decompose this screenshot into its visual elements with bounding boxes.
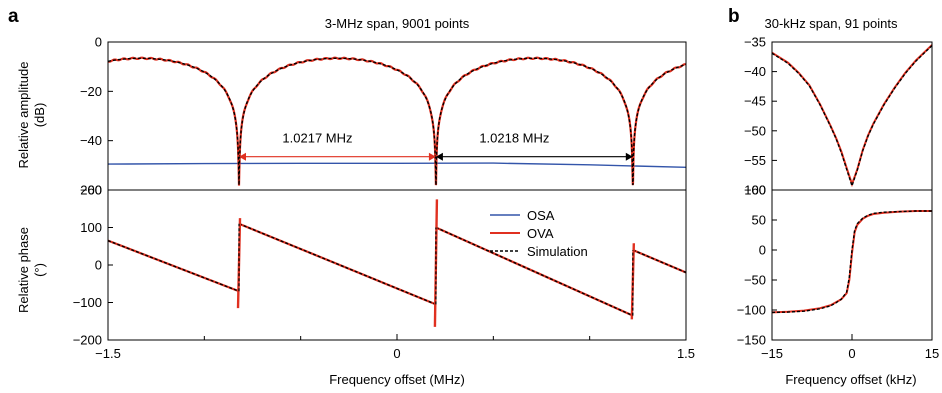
xtick-label-a: −1.5 <box>95 346 121 361</box>
series-ova-b-phase <box>771 210 932 314</box>
annotation-label-1: 1.0218 MHz <box>479 131 549 146</box>
series-ova-amplitude <box>107 56 687 186</box>
xtick-label-a: 0 <box>393 346 400 361</box>
ytick-label-b-phase: 50 <box>752 213 766 228</box>
frame-a-phase <box>107 189 687 341</box>
ylabel-phase-line2: (°) <box>32 263 47 277</box>
annotation-arrowhead-right-1 <box>625 152 633 161</box>
legend-label-ova: OVA <box>527 226 554 241</box>
xlabel-panel-b: Frequency offset (kHz) <box>785 372 916 387</box>
ytick-label-a-amplitude: 0 <box>95 35 102 50</box>
ytick-label-a-amplitude: −20 <box>80 84 102 99</box>
ova-phase-jump <box>630 243 636 320</box>
title-panel-b: 30-kHz span, 91 points <box>765 16 898 31</box>
ytick-label-b-phase: 100 <box>744 183 766 198</box>
frame-b-phase <box>771 189 933 341</box>
ytick-label-b-amplitude: −50 <box>744 123 766 138</box>
ytick-label-a-phase: −100 <box>73 295 102 310</box>
ylabel-phase-line1: Relative phase <box>16 227 31 313</box>
xtick-label-b: 0 <box>848 346 855 361</box>
legend-label-sim: Simulation <box>527 244 588 259</box>
annotation-label-0: 1.0217 MHz <box>282 131 352 146</box>
ytick-label-b-phase: −50 <box>744 273 766 288</box>
series-simulation-b-amplitude <box>771 45 933 189</box>
ytick-label-a-amplitude: −40 <box>80 133 102 148</box>
series-simulation-b-phase <box>771 210 932 314</box>
ytick-label-b-phase: −150 <box>737 333 766 348</box>
series-osa-amplitude <box>107 162 687 169</box>
ytick-label-b-amplitude: −40 <box>744 64 766 79</box>
ytick-label-b-amplitude: −35 <box>744 35 766 50</box>
series-simulation-amplitude <box>107 57 687 186</box>
ytick-label-a-phase: 200 <box>80 183 102 198</box>
ytick-label-a-phase: 0 <box>95 258 102 273</box>
xtick-label-b: 15 <box>925 346 939 361</box>
annotation-arrowhead-right-0 <box>428 152 436 161</box>
series-simulation-phase-segment <box>238 223 437 306</box>
xtick-label-a: 1.5 <box>677 346 695 361</box>
frame-a-amplitude <box>107 41 687 191</box>
frame-b-amplitude <box>771 41 933 191</box>
ylabel-amplitude-line1: Relative amplitude <box>16 62 31 169</box>
xlabel-panel-a: Frequency offset (MHz) <box>329 372 465 387</box>
ytick-label-a-phase: −200 <box>73 333 102 348</box>
annotation-arrowhead-left-0 <box>239 152 247 161</box>
legend-label-osa: OSA <box>527 208 555 223</box>
annotation-arrowhead-left-1 <box>435 152 443 161</box>
ylabel-amplitude-line2: (dB) <box>32 103 47 128</box>
series-ova-b-amplitude <box>771 44 933 188</box>
ytick-label-b-phase: 0 <box>759 243 766 258</box>
ytick-label-b-amplitude: −60 <box>744 183 766 198</box>
series-simulation-phase-segment <box>107 239 240 292</box>
ytick-label-b-amplitude: −45 <box>744 94 766 109</box>
ytick-label-a-phase: 100 <box>80 220 102 235</box>
xtick-label-b: −15 <box>761 346 783 361</box>
panel-letter-b: b <box>728 6 740 27</box>
series-simulation-phase-segment <box>435 226 634 317</box>
panel-letter-a: a <box>8 6 19 27</box>
ytick-label-a-amplitude: −60 <box>80 183 102 198</box>
ytick-label-b-amplitude: −55 <box>744 153 766 168</box>
title-panel-a: 3-MHz span, 9001 points <box>325 16 470 31</box>
ytick-label-b-phase: −100 <box>737 303 766 318</box>
ova-phase-jump <box>236 218 242 309</box>
series-ova-phase-segment <box>632 248 687 274</box>
